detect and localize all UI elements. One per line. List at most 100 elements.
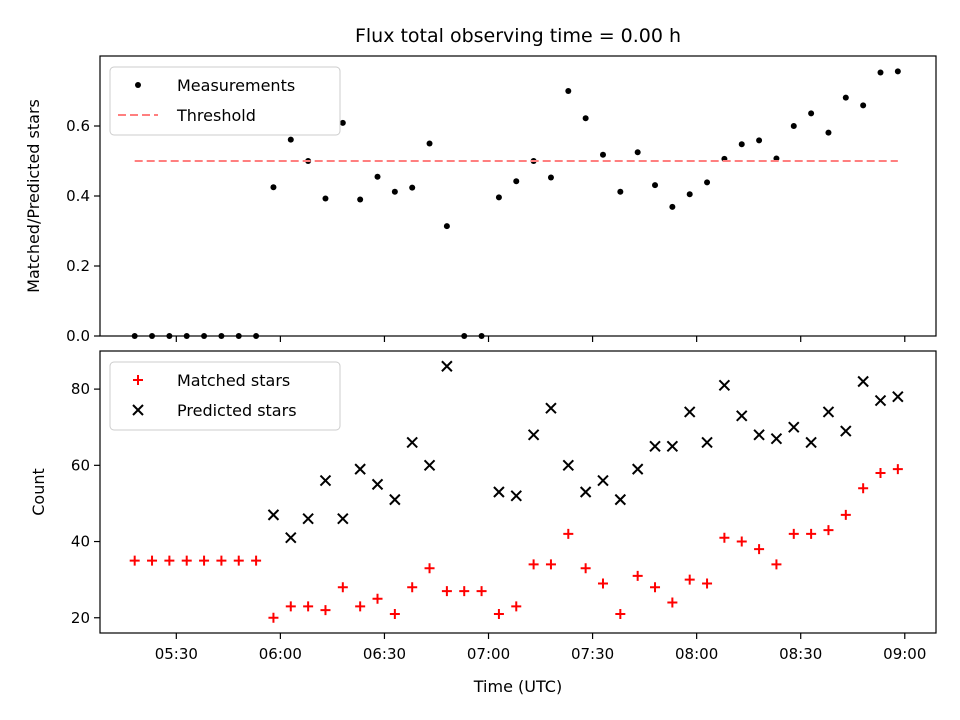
bottom-legend-marker — [132, 404, 144, 416]
top-measurement-point — [253, 333, 260, 339]
bottom-matched-star-point — [719, 532, 730, 543]
top-legend — [109, 66, 341, 136]
top-y-axis-label: Matched/Predicted stars — [24, 99, 43, 293]
bottom-matched-star-point — [511, 601, 522, 612]
bottom-legend — [109, 361, 341, 431]
bottom-matched-star-point — [459, 586, 470, 597]
bottom-matched-star-point — [597, 578, 608, 589]
top-measurement-point — [322, 195, 329, 202]
bottom-matched-star-point — [251, 555, 262, 566]
bottom-matched-star-point — [389, 608, 400, 619]
bottom-predicted-star-point — [805, 436, 817, 449]
top-measurement-point — [201, 333, 208, 339]
bottom-matched-star-point — [840, 509, 851, 520]
bottom-x-tick-label: 08:00 — [675, 645, 718, 663]
bottom-predicted-star-point — [406, 436, 418, 449]
bottom-matched-star-point — [545, 559, 556, 570]
bottom-predicted-star-point — [510, 490, 522, 502]
bottom-matched-star-point — [147, 555, 158, 566]
bottom-matched-star-point — [702, 578, 713, 589]
bottom-predicted-star-point — [302, 512, 314, 525]
bottom-matched-star-point — [303, 601, 314, 612]
bottom-matched-star-point — [788, 528, 799, 539]
bottom-x-tick-label: 06:30 — [363, 645, 406, 663]
bottom-predicted-star-point — [892, 391, 904, 403]
bottom-predicted-star-point — [579, 486, 592, 498]
top-measurement-point — [565, 88, 572, 94]
top-measurement-point — [409, 184, 416, 191]
bottom-x-tick-label: 07:30 — [571, 645, 614, 663]
bottom-predicted-star-point — [753, 429, 765, 441]
bottom-predicted-star-point — [874, 394, 887, 407]
bottom-matched-star-point — [320, 605, 331, 616]
bottom-predicted-star-point — [736, 410, 748, 422]
bottom-predicted-star-point — [562, 459, 575, 472]
top-measurement-point — [860, 102, 867, 109]
bottom-predicted-star-point — [389, 493, 401, 506]
top-measurement-point — [131, 333, 138, 339]
bottom-predicted-star-point — [285, 532, 297, 544]
top-measurement-point — [495, 194, 502, 201]
top-measurement-point — [669, 203, 676, 210]
bottom-matched-star-point — [806, 528, 817, 539]
bottom-matched-star-point — [632, 570, 643, 581]
bottom-predicted-star-point — [337, 512, 349, 525]
bottom-matched-star-point — [199, 555, 210, 566]
bottom-x-tick-label: 06:00 — [259, 645, 302, 663]
bottom-legend-label: Matched stars — [177, 371, 290, 390]
bottom-plot-panel: 20 40 60 80 05:30 06:00 06:30 07:00 07:30 08:00 08… — [71, 350, 937, 663]
top-measurement-point — [652, 182, 659, 189]
bottom-predicted-star-point — [441, 360, 453, 372]
top-measurement-point — [391, 188, 398, 195]
top-measurement-point — [599, 151, 606, 158]
bottom-matched-star-point — [892, 464, 903, 475]
top-measurement-point — [756, 137, 763, 144]
top-measurement-point — [374, 173, 381, 180]
bottom-matched-star-point — [875, 467, 886, 478]
top-measurement-point — [686, 191, 693, 198]
top-measurement-point — [825, 129, 832, 136]
bottom-matched-star-point — [493, 608, 504, 619]
bottom-matched-star-point — [667, 597, 678, 608]
top-measurement-point — [443, 223, 450, 230]
bottom-matched-star-point — [771, 559, 782, 570]
top-measurement-point — [808, 110, 815, 117]
bottom-predicted-star-point — [527, 429, 540, 441]
chart-title: Flux total observing time = 0.00 h — [355, 25, 681, 47]
bottom-matched-star-point — [129, 555, 140, 566]
bottom-predicted-star-point — [770, 432, 783, 445]
bottom-predicted-star-point — [493, 486, 505, 498]
bottom-y-axis-label: Count — [29, 468, 48, 516]
top-legend-label: Measurements — [177, 76, 295, 95]
top-y-tick-label: 0.6 — [66, 117, 90, 135]
bottom-predicted-star-point — [354, 463, 366, 475]
top-plot-panel: 0.0 0.2 0.4 0.6 Measurements Threshold — [66, 55, 937, 345]
bottom-matched-star-point — [285, 601, 296, 612]
bottom-matched-star-point — [615, 608, 626, 619]
bottom-predicted-star-point — [840, 425, 852, 437]
top-legend-label: Threshold — [176, 106, 256, 125]
top-measurement-point — [894, 68, 901, 75]
bottom-y-tick-label: 20 — [71, 609, 90, 627]
top-measurement-point — [461, 333, 468, 339]
bottom-predicted-star-point — [545, 402, 557, 414]
bottom-x-tick-label: 07:00 — [467, 645, 510, 663]
bottom-matched-star-point — [823, 525, 834, 536]
bottom-predicted-star-point — [822, 406, 835, 418]
bottom-matched-star-point — [181, 555, 192, 566]
top-measurement-point — [478, 333, 485, 339]
bottom-predicted-star-point — [649, 440, 661, 452]
top-measurement-point — [617, 188, 624, 195]
top-measurement-point — [877, 69, 884, 76]
bottom-y-tick-label: 80 — [71, 380, 90, 398]
top-measurement-point — [842, 94, 849, 101]
top-measurement-point — [183, 333, 190, 339]
bottom-predicted-star-point — [718, 379, 731, 392]
top-measurement-point — [738, 141, 745, 148]
bottom-predicted-star-point — [371, 478, 384, 491]
bottom-matched-star-point — [858, 483, 869, 494]
top-y-tick-label: 0.2 — [66, 257, 90, 275]
top-measurement-point — [218, 333, 225, 339]
top-measurement-point — [790, 123, 797, 129]
bottom-matched-star-point — [233, 555, 244, 566]
